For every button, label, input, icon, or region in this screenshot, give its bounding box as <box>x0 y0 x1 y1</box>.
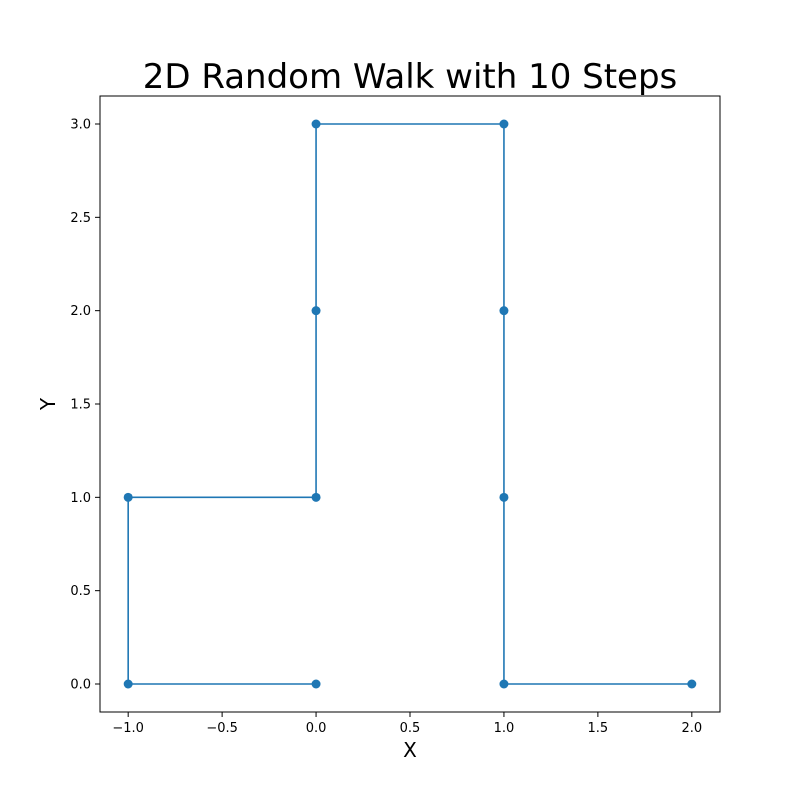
x-tick-label: 0.0 <box>306 721 327 736</box>
y-tick-label: 1.0 <box>70 491 91 506</box>
y-tick-label: 3.0 <box>70 118 91 133</box>
walk-step-point <box>123 679 133 689</box>
y-tick-label: 1.5 <box>70 398 91 413</box>
y-tick-label: 0.5 <box>70 584 91 599</box>
walk-step-point <box>499 492 509 502</box>
walk-step-point <box>123 492 133 502</box>
walk-step-point <box>311 492 321 502</box>
x-tick-label: 2.0 <box>681 721 702 736</box>
y-tick-label: 0.0 <box>70 678 91 693</box>
y-tick-label: 2.0 <box>70 304 91 319</box>
plot-area <box>123 119 697 689</box>
x-tick-label: −1.0 <box>112 721 144 736</box>
x-tick-label: 1.0 <box>494 721 515 736</box>
walk-step-point <box>499 119 509 129</box>
x-axis-label: X <box>403 738 417 762</box>
chart-title: 2D Random Walk with 10 Steps <box>143 57 678 97</box>
x-tick-label: 0.5 <box>400 721 421 736</box>
walk-step-point <box>311 306 321 316</box>
walk-step-point <box>311 119 321 129</box>
walk-step-point <box>499 679 509 689</box>
axis-ticks: −1.0 −0.5 0.0 0.5 1.0 1.5 2.0 0.0 0.5 1.0 1.5 2.0 2.… <box>70 118 702 737</box>
walk-step-point <box>311 679 321 689</box>
y-axis-label: Y <box>36 397 60 411</box>
y-tick-label: 2.5 <box>70 211 91 226</box>
axes-frame <box>99 95 721 713</box>
x-tick-label: −0.5 <box>206 721 238 736</box>
walk-step-point <box>499 306 509 316</box>
walk-step-point <box>687 679 697 689</box>
x-tick-label: 1.5 <box>588 721 609 736</box>
